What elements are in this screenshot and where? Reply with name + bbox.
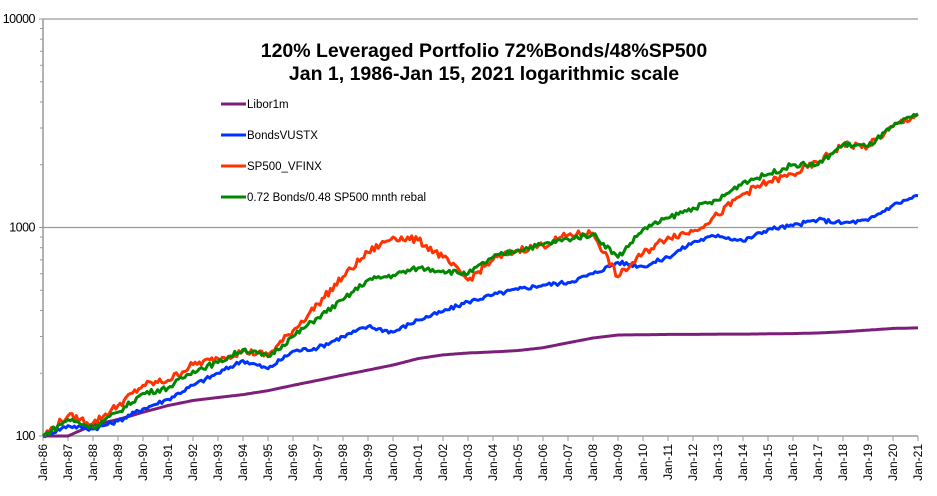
x-tick-label: Jan-96 [286, 444, 300, 481]
legend-label: 0.72 Bonds/0.48 SP500 mnth rebal [247, 192, 426, 204]
x-tick-label: Jan-91 [161, 444, 175, 481]
legend-item-bondsvustx: BondsVUSTX [221, 130, 318, 142]
x-tick-label: Jan-95 [261, 444, 275, 481]
legend: Libor1m BondsVUSTX SP500_VFINX 0.72 Bonds/0… [221, 99, 426, 204]
legend-item-072-bonds-048-sp500: 0.72 Bonds/0.48 SP500 mnth rebal [221, 192, 426, 204]
x-tick-label: Jan-86 [36, 444, 50, 481]
legend-item-libor1m: Libor1m [221, 99, 289, 111]
x-tick-label: Jan-08 [586, 444, 600, 481]
x-tick-label: Jan-21 [911, 444, 925, 481]
y-tick-label: 100 [16, 429, 36, 443]
x-tick-label: Jan-05 [511, 444, 525, 481]
x-tick-label: Jan-18 [836, 444, 850, 481]
x-tick-label: Jan-19 [861, 444, 875, 481]
x-tick-label: Jan-89 [111, 444, 125, 481]
x-tick-label: Jan-03 [461, 444, 475, 481]
x-tick-label: Jan-10 [636, 444, 650, 481]
x-tick-label: Jan-00 [386, 444, 400, 481]
x-tick-label: Jan-12 [686, 444, 700, 481]
y-tick-label: 10000 [3, 12, 36, 26]
x-tick-label: Jan-98 [336, 444, 350, 481]
chart-subtitle: Jan 1, 1986-Jan 15, 2021 logarithmic sca… [289, 63, 679, 85]
x-tick-label: Jan-87 [61, 444, 75, 481]
x-tick-label: Jan-07 [561, 444, 575, 481]
x-tick-label: Jan-06 [536, 444, 550, 481]
x-tick-label: Jan-01 [411, 444, 425, 481]
x-tick-label: Jan-88 [86, 444, 100, 481]
x-tick-label: Jan-99 [361, 444, 375, 481]
x-tick-label: Jan-13 [711, 444, 725, 481]
legend-label: SP500_VFINX [247, 161, 322, 173]
x-tick-label: Jan-15 [761, 444, 775, 481]
series-line-072-bonds-048-sp500 [41, 112, 919, 438]
x-tick-label: Jan-20 [886, 444, 900, 481]
y-axis-ticks: 100 1000 10000 [3, 12, 43, 443]
x-tick-label: Jan-93 [211, 444, 225, 481]
x-tick-label: Jan-16 [786, 444, 800, 481]
x-tick-label: Jan-97 [311, 444, 325, 481]
x-axis-ticks: Jan-86 Jan-87 Jan-88 Jan-89 Jan-90 Jan-91 Jan-… [36, 436, 925, 481]
series-line-bondsvustx [42, 194, 919, 439]
series-line-sp500-vfinx [42, 112, 919, 438]
series-line-libor1m [43, 326, 918, 438]
legend-label: BondsVUSTX [247, 130, 318, 142]
legend-item-sp500-vfinx: SP500_VFINX [221, 161, 322, 173]
chart-title: 120% Leveraged Portfolio 72%Bonds/48%SP5… [261, 40, 708, 62]
legend-label: Libor1m [247, 99, 289, 111]
x-tick-label: Jan-11 [661, 444, 675, 480]
x-tick-label: Jan-02 [436, 444, 450, 481]
y-tick-label: 1000 [9, 221, 35, 235]
x-tick-label: Jan-09 [611, 444, 625, 481]
x-tick-label: Jan-14 [736, 444, 750, 481]
x-tick-label: Jan-92 [186, 444, 200, 481]
x-tick-label: Jan-17 [811, 444, 825, 481]
x-tick-label: Jan-90 [136, 444, 150, 481]
series-lines [41, 112, 919, 439]
x-tick-label: Jan-94 [236, 444, 250, 481]
x-tick-label: Jan-04 [486, 444, 500, 481]
